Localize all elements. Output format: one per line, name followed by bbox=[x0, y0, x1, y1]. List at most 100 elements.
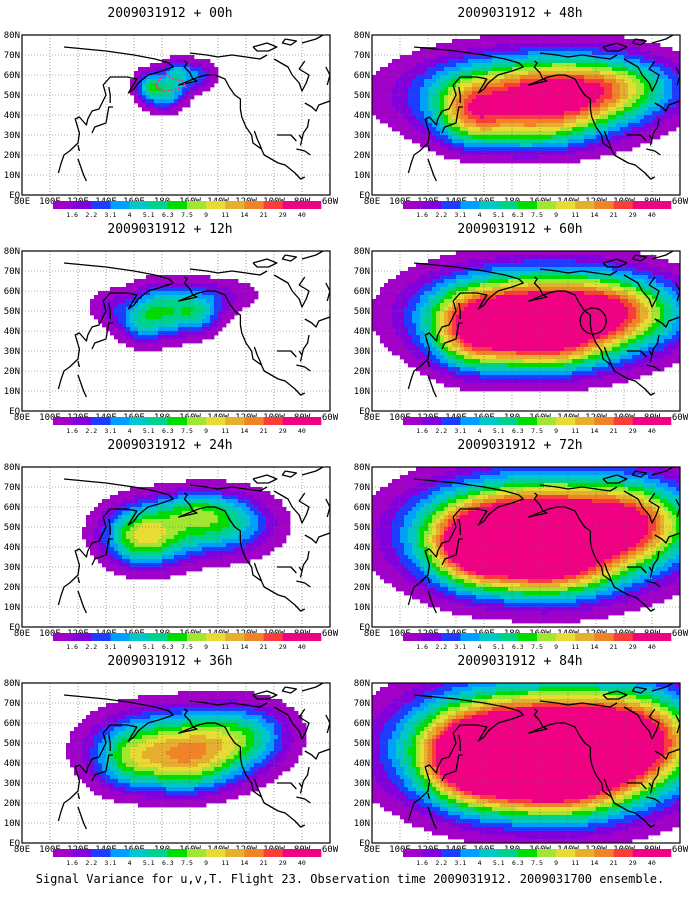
colorbar-label: 21 bbox=[260, 643, 268, 651]
lat-tick-label: 50N bbox=[354, 739, 370, 749]
colorbar: 1.6 2.2 3.1 4 5.1 6.3 7.5 9 11 14 21 29 40 bbox=[53, 201, 322, 219]
colorbar: 1.6 2.2 3.1 4 5.1 6.3 7.5 9 11 14 21 29 40 bbox=[53, 417, 322, 435]
variance-map: 80E100E120E140E160E180160W140W120W100W80… bbox=[4, 31, 339, 207]
colorbar-swatch bbox=[129, 849, 150, 857]
colorbar-swatch bbox=[263, 417, 284, 425]
colorbar-swatch bbox=[187, 633, 207, 641]
colorbar-label: 3.1 bbox=[105, 859, 117, 867]
colorbar-swatch bbox=[498, 633, 519, 641]
colorbar-swatch bbox=[575, 201, 595, 209]
colorbar-label: 14 bbox=[241, 211, 249, 219]
colorbar-swatch bbox=[225, 633, 245, 641]
lat-tick-label: 10N bbox=[354, 387, 370, 397]
colorbar-swatch bbox=[263, 201, 284, 209]
colorbar-swatch bbox=[53, 633, 73, 641]
map-panel: 2009031912 + 36h80E100E120E140E160E18016… bbox=[0, 654, 340, 867]
lon-tick-label: 100E bbox=[389, 845, 411, 855]
lon-tick-label: 60W bbox=[672, 413, 689, 423]
colorbar-swatch bbox=[91, 417, 111, 425]
colorbar-label: 21 bbox=[610, 211, 618, 219]
colorbar-swatch bbox=[537, 633, 557, 641]
shaded-field bbox=[82, 479, 291, 580]
colorbar-label: 4 bbox=[128, 859, 132, 867]
colorbar-swatch bbox=[244, 633, 264, 641]
lon-tick-label: 60W bbox=[672, 629, 689, 639]
lat-tick-label: 80N bbox=[354, 247, 370, 257]
colorbar-swatch bbox=[167, 849, 188, 857]
lat-tick-label: 30N bbox=[4, 131, 20, 141]
colorbar-label: 4 bbox=[478, 859, 482, 867]
colorbar-label: 3.1 bbox=[455, 427, 467, 435]
colorbar-label: 7.5 bbox=[531, 859, 543, 867]
lat-tick-label: 30N bbox=[354, 347, 370, 357]
colorbar-label: 14 bbox=[241, 643, 249, 651]
lat-tick-label: EQ bbox=[9, 839, 20, 849]
colorbar-swatch bbox=[651, 633, 672, 641]
colorbar-label: 40 bbox=[648, 859, 656, 867]
colorbar-swatch bbox=[441, 849, 461, 857]
colorbar-label: 5.1 bbox=[493, 211, 505, 219]
colorbar-label: 5.1 bbox=[493, 427, 505, 435]
lat-tick-label: EQ bbox=[359, 623, 370, 633]
colorbar-label: 3.1 bbox=[105, 211, 117, 219]
colorbar-label: 29 bbox=[629, 643, 637, 651]
colorbar-label: 40 bbox=[648, 643, 656, 651]
colorbar-swatch bbox=[460, 849, 480, 857]
colorbar-label: 5.1 bbox=[493, 643, 505, 651]
colorbar-swatch bbox=[613, 849, 634, 857]
colorbar: 1.6 2.2 3.1 4 5.1 6.3 7.5 9 11 14 21 29 40 bbox=[403, 849, 672, 867]
colorbar-swatch bbox=[206, 201, 226, 209]
colorbar-label: 5.1 bbox=[143, 211, 155, 219]
map-panel: 2009031912 + 72h80E100E120E140E160E18016… bbox=[350, 438, 690, 651]
lat-tick-label: 40N bbox=[354, 327, 370, 337]
figure-caption: Signal Variance for u,v,T. Flight 23. Ob… bbox=[35, 872, 665, 886]
lat-tick-label: 20N bbox=[4, 583, 20, 593]
colorbar-swatch bbox=[422, 633, 442, 641]
colorbar-swatch bbox=[537, 417, 557, 425]
colorbar-label: 1.6 bbox=[66, 643, 78, 651]
colorbar-label: 29 bbox=[279, 859, 287, 867]
colorbar-swatch bbox=[91, 849, 111, 857]
panel-title: 2009031912 + 60h bbox=[457, 222, 583, 237]
lon-tick-label: 60W bbox=[322, 845, 339, 855]
colorbar-label: 11 bbox=[221, 211, 229, 219]
lat-tick-label: 10N bbox=[354, 819, 370, 829]
colorbar-swatch bbox=[498, 849, 519, 857]
colorbar-swatch bbox=[632, 849, 653, 857]
colorbar-label: 5.1 bbox=[143, 643, 155, 651]
lat-tick-label: 60N bbox=[4, 503, 20, 513]
colorbar-label: 9 bbox=[204, 211, 208, 219]
map-panel: 2009031912 + 48h80E100E120E140E160E18016… bbox=[350, 6, 690, 219]
colorbar-swatch bbox=[517, 633, 538, 641]
variance-map: 80E100E120E140E160E180160W140W120W100W80… bbox=[4, 247, 339, 423]
colorbar-swatch bbox=[632, 201, 653, 209]
lat-tick-label: 70N bbox=[4, 483, 20, 493]
colorbar: 1.6 2.2 3.1 4 5.1 6.3 7.5 9 11 14 21 29 40 bbox=[403, 417, 672, 435]
colorbar-swatch bbox=[651, 201, 672, 209]
colorbar-swatch bbox=[129, 417, 150, 425]
colorbar-label: 5.1 bbox=[143, 427, 155, 435]
lat-tick-label: 50N bbox=[4, 739, 20, 749]
colorbar-swatch bbox=[187, 849, 207, 857]
colorbar-swatch bbox=[244, 201, 264, 209]
colorbar: 1.6 2.2 3.1 4 5.1 6.3 7.5 9 11 14 21 29 40 bbox=[53, 633, 322, 651]
colorbar-swatch bbox=[556, 417, 576, 425]
graticule bbox=[372, 683, 680, 843]
colorbar-swatch bbox=[403, 849, 423, 857]
colorbar-swatch bbox=[72, 633, 92, 641]
colorbar-swatch bbox=[479, 201, 500, 209]
colorbar-swatch bbox=[422, 417, 442, 425]
lon-tick-label: 80E bbox=[364, 845, 380, 855]
colorbar-label: 9 bbox=[554, 427, 558, 435]
colorbar-label: 3.1 bbox=[105, 427, 117, 435]
variance-map: 80E100E120E140E160E180160W140W120W100W80… bbox=[4, 463, 339, 639]
colorbar-label: 3.1 bbox=[455, 643, 467, 651]
colorbar-swatch bbox=[301, 849, 322, 857]
coastlines bbox=[57, 467, 330, 614]
lon-tick-label: 60W bbox=[322, 413, 339, 423]
colorbar: 1.6 2.2 3.1 4 5.1 6.3 7.5 9 11 14 21 29 40 bbox=[403, 201, 672, 219]
lat-tick-label: 50N bbox=[354, 523, 370, 533]
lon-tick-label: 80E bbox=[14, 413, 30, 423]
colorbar-swatch bbox=[263, 849, 284, 857]
colorbar-swatch bbox=[441, 417, 461, 425]
